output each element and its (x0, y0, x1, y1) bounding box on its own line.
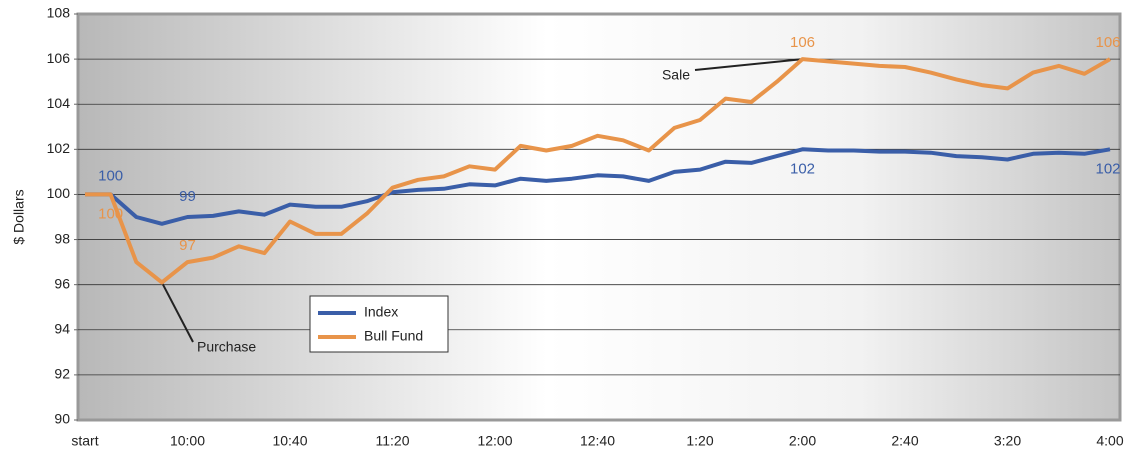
y-tick-label: 104 (47, 95, 71, 111)
legend-label: Bull Fund (364, 328, 423, 344)
data-label: 100 (98, 167, 123, 184)
data-label: 102 (790, 160, 815, 177)
y-tick-label: 100 (47, 185, 71, 201)
y-tick-label: 106 (47, 50, 71, 66)
y-tick-label: 98 (54, 230, 70, 246)
x-tick-label: 10:00 (170, 433, 205, 449)
x-tick-label: 10:40 (272, 433, 307, 449)
data-label: 102 (1095, 160, 1120, 177)
annotation-line (160, 281, 194, 343)
y-tick-label: 92 (54, 366, 70, 382)
x-tick-label: 2:00 (789, 433, 816, 449)
annotation: Sale (662, 67, 690, 83)
annotation: Purchase (197, 339, 256, 355)
y-tick-label: 90 (54, 411, 70, 427)
legend: Index Bull Fund (309, 295, 449, 353)
y-tick-label: 96 (54, 275, 70, 291)
data-label: 97 (179, 237, 196, 254)
x-tick-label: start (71, 433, 98, 449)
data-label: 106 (790, 34, 815, 51)
data-label: 99 (179, 188, 196, 205)
y-axis-label: $ Dollars (11, 189, 27, 244)
x-tick-label: 11:20 (376, 433, 410, 449)
x-tick-label: 2:40 (891, 433, 918, 449)
x-tick-label: 12:40 (580, 433, 615, 449)
x-tick-label: 3:20 (994, 433, 1021, 449)
x-tick-label: 1:20 (686, 433, 713, 449)
legend-label: Index (364, 304, 398, 320)
series-line (85, 147, 1111, 226)
data-label: 106 (1095, 34, 1120, 51)
y-tick-label: 108 (47, 5, 71, 21)
annotation-line (694, 58, 803, 71)
x-tick-label: 4:00 (1096, 433, 1123, 449)
data-label: 100 (98, 205, 123, 222)
series-line (85, 57, 1111, 285)
x-tick-label: 12:00 (477, 433, 512, 449)
legend-box (309, 295, 449, 353)
y-tick-label: 94 (54, 320, 70, 336)
y-tick-label: 102 (47, 140, 71, 156)
plot-area (76, 12, 1122, 422)
